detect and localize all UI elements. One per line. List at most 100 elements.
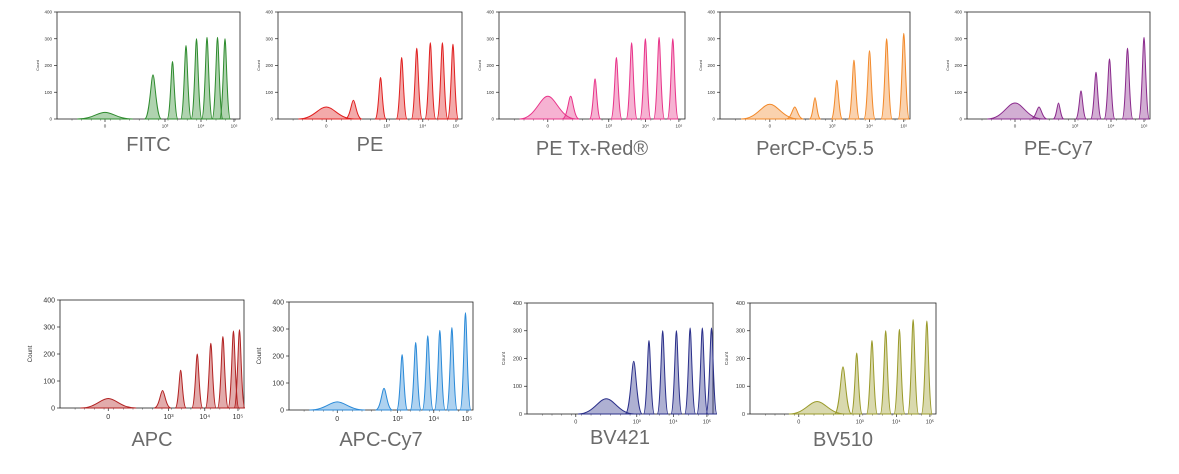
x-tick-label: 10⁵	[233, 414, 244, 421]
histogram-panel: 0 100 200 300 400 Count 0 10³ 10⁴ 10⁵	[698, 10, 911, 129]
histogram-peak	[642, 339, 655, 415]
plot-frame	[526, 302, 714, 415]
histogram-peak	[1075, 90, 1087, 120]
y-tick-label: 0	[742, 412, 745, 418]
y-tick-label: 400	[707, 10, 715, 15]
y-tick-label: 400	[265, 10, 273, 15]
y-tick-label: 400	[43, 297, 55, 304]
y-tick-label: 0	[519, 412, 522, 418]
y-tick-label: 300	[265, 36, 273, 41]
x-tick-label: 10³	[1072, 124, 1079, 129]
histogram-peak	[561, 95, 580, 120]
y-tick-label: 400	[954, 10, 962, 15]
x-tick-label: 10⁴	[866, 124, 873, 129]
plot-frame	[288, 301, 474, 411]
histogram-peak	[684, 327, 697, 415]
y-tick-label: 0	[491, 117, 494, 122]
plot-frame	[59, 299, 245, 409]
histogram-peak	[625, 42, 638, 120]
y-axis-label: Count	[27, 345, 34, 362]
histogram-panel: 0 100 200 300 400 Count 0 10³ 10⁴ 10⁵	[477, 10, 686, 129]
histogram-peak	[1138, 36, 1150, 120]
x-tick-label: 10³	[633, 420, 641, 426]
y-tick-label: 200	[486, 63, 494, 68]
y-tick-label: 300	[707, 36, 715, 41]
histogram-peak	[610, 56, 623, 120]
histogram-peak	[879, 330, 892, 415]
histogram-peak	[180, 44, 192, 120]
x-tick-label: 10³	[393, 416, 404, 423]
x-tick-label: 10⁴	[1108, 124, 1115, 129]
chart-title: BV510	[812, 429, 874, 451]
x-tick-label: 10⁵	[231, 124, 238, 129]
histogram-panel: 0 100 200 300 400 Count 0 10³ 10⁴ 10⁵	[501, 301, 718, 426]
histogram-peak	[987, 102, 1043, 120]
y-axis-label: Count	[724, 351, 730, 365]
y-tick-label: 0	[280, 407, 284, 414]
x-tick-label: 10⁵	[1141, 124, 1148, 129]
histogram-peak	[589, 78, 602, 120]
histogram-peak	[216, 335, 229, 409]
y-tick-label: 300	[954, 36, 962, 41]
x-tick-label: 10³	[383, 124, 390, 129]
y-tick-label: 300	[513, 329, 522, 335]
y-tick-label: 400	[486, 10, 494, 15]
y-tick-label: 100	[486, 90, 494, 95]
x-tick-label: 0	[769, 124, 772, 129]
x-tick-label: 10⁴	[198, 124, 205, 129]
chart-title: PerCP-Cy5.5	[756, 138, 874, 160]
histogram-peak	[421, 335, 434, 411]
histogram-peak	[656, 330, 669, 415]
y-tick-label: 0	[270, 117, 273, 122]
histogram-peak	[201, 36, 213, 120]
histogram-panel: 0 100 200 300 400 Count 0 10³ 10⁴ 10⁵	[724, 301, 937, 426]
histogram-peak	[741, 103, 799, 120]
x-tick-label: 10⁵	[462, 416, 473, 423]
x-tick-label: 0	[574, 420, 577, 426]
histogram-peak	[459, 312, 472, 411]
y-axis-label: Count	[698, 59, 703, 71]
histogram-plot: 0 100 200 300 400 Count 0 10³ 10⁴ 10⁵	[698, 10, 911, 129]
histogram-peak	[519, 95, 577, 120]
histogram-peak	[204, 342, 217, 409]
histogram-peak	[233, 329, 246, 409]
histogram-peak	[1052, 102, 1065, 120]
y-tick-label: 0	[51, 405, 55, 412]
histogram-peak	[433, 329, 446, 411]
y-tick-label: 100	[513, 384, 522, 390]
histogram-peak	[1103, 58, 1116, 120]
y-tick-label: 0	[712, 117, 715, 122]
histogram-peak	[1030, 106, 1048, 120]
x-tick-label: 10⁵	[703, 419, 711, 426]
histogram-peak	[447, 43, 459, 120]
plot-frame	[56, 11, 241, 120]
y-tick-label: 200	[43, 351, 55, 358]
histogram-peak	[445, 327, 458, 411]
y-tick-label: 400	[513, 301, 522, 307]
histogram-peak	[166, 60, 179, 120]
histogram-peak	[153, 389, 172, 409]
histogram-peak	[624, 360, 643, 415]
x-tick-label: 10⁴	[642, 124, 649, 129]
chart-title: PE	[356, 134, 384, 156]
histogram-peak	[409, 341, 422, 411]
y-tick-label: 100	[272, 380, 284, 387]
y-axis-label: Count	[35, 59, 40, 71]
chart-title: FITC	[126, 134, 171, 156]
histogram-peak	[920, 320, 933, 415]
histogram-plot: 0 100 200 300 400 Count 0 10³ 10⁴ 10⁵	[945, 10, 1151, 129]
y-tick-label: 400	[44, 10, 52, 15]
histogram-peak	[436, 42, 449, 120]
y-tick-label: 200	[707, 63, 715, 68]
y-tick-label: 200	[265, 63, 273, 68]
y-axis-label: Count	[256, 59, 261, 71]
histogram-plot: 0 100 200 300 400 Count 0 10³ 10⁴ 10⁵	[477, 10, 686, 129]
histogram-peak	[696, 327, 709, 415]
histogram-peak	[850, 352, 863, 415]
y-axis-label: Count	[477, 59, 482, 71]
histogram-peak	[863, 50, 876, 120]
y-tick-label: 200	[954, 63, 962, 68]
histogram-peak	[670, 330, 683, 415]
histogram-peak	[410, 47, 423, 120]
x-tick-label: 10⁵	[900, 124, 907, 129]
